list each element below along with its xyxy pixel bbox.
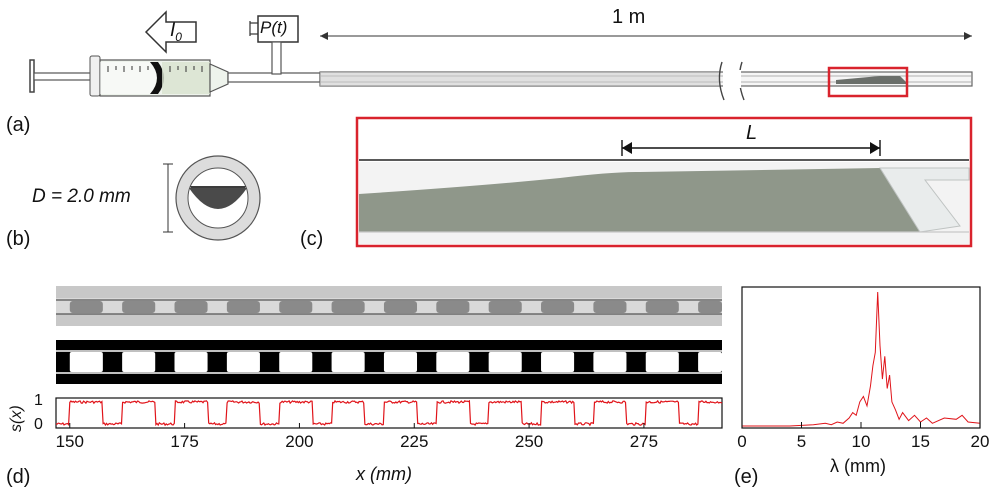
pressure-sensor (249, 15, 299, 75)
binary-plug (645, 352, 679, 372)
signal-x-tick-label: 150 (55, 432, 84, 451)
binary-plug (226, 352, 260, 372)
spectrum-x-tick-label: 20 (970, 432, 990, 451)
binary-plug (279, 352, 313, 372)
photo-plug (383, 301, 418, 313)
signal-ytick-1: 1 (34, 392, 43, 409)
photo-plug (436, 301, 470, 313)
photo-plug (698, 301, 722, 313)
binary-plug (331, 352, 365, 372)
zoom-region-box (827, 66, 909, 98)
flow-arrow-icon (144, 10, 197, 54)
cross-section (163, 155, 261, 241)
spectrum-x-tick-label: 5 (796, 432, 807, 451)
binary-plugs (69, 352, 722, 372)
spectrum-x-tick-label: 10 (851, 432, 871, 451)
panel-label-c: (c) (300, 228, 324, 250)
photo-plug (541, 301, 575, 313)
binary-plug (698, 352, 722, 372)
binary-plug (383, 352, 418, 372)
spectrum-plot (741, 286, 981, 429)
photo-plug (69, 301, 103, 313)
granular-plug (836, 76, 908, 84)
signal-x-tick-label: 200 (285, 432, 314, 451)
signal-ytick-0: 0 (34, 416, 43, 433)
signal-x-tick-label: 225 (400, 432, 429, 451)
binary-plug (488, 352, 522, 372)
pressure-box (257, 15, 299, 43)
pressure-stem (271, 41, 282, 75)
spectrum-x-tick-label: 0 (737, 432, 747, 451)
signal-plot (55, 397, 723, 429)
photo-plug (279, 301, 313, 313)
panel-label-b: (b) (6, 228, 31, 250)
syringe-tip (209, 63, 229, 93)
signal-series-line (55, 399, 723, 427)
syringe-clear-region (100, 62, 156, 94)
panel-label-a: (a) (6, 114, 31, 136)
binary-plug (541, 352, 575, 372)
syringe (29, 55, 321, 97)
signal-ylabel: s(x) (8, 405, 25, 432)
zoom-panel (355, 116, 973, 248)
flow-label-main: I (170, 20, 176, 41)
spectrum-xlabel: λ (mm) (830, 456, 886, 477)
flow-arrow (144, 10, 197, 54)
photo-plugs (69, 301, 722, 313)
binary-strip (56, 340, 722, 384)
spectrum-xlabel-text: λ (mm) (830, 456, 886, 476)
photo-plug (174, 301, 208, 313)
spectrum-x-tick-label: 15 (911, 432, 930, 451)
signal-plot-frame (55, 397, 723, 429)
break-mark-left (718, 61, 725, 101)
syringe-graduations (107, 66, 203, 72)
syringe-piston (150, 62, 164, 94)
binary-plug (436, 352, 470, 372)
photo-plug (488, 301, 522, 313)
binary-plug (122, 352, 156, 372)
plunger-rod (33, 72, 99, 81)
length-label: 1 m (612, 6, 646, 28)
diameter-label: D = 2.0 mm (32, 186, 131, 208)
tube-filled-section (320, 72, 720, 86)
photo-plug (645, 301, 679, 313)
spectrum-plot-frame (741, 286, 981, 429)
photo-plug (593, 301, 627, 313)
photo-plug (331, 301, 365, 313)
syringe-flange (89, 55, 101, 97)
zoom-length-label: L (746, 122, 758, 144)
signal-x-tick-label: 175 (170, 432, 199, 451)
panel-label-d: (d) (6, 466, 31, 488)
long-tube (319, 61, 973, 101)
diameter-text: D = 2.0 mm (32, 186, 131, 207)
panel-label-e: (e) (734, 466, 759, 488)
binary-plug (174, 352, 208, 372)
photo-strip (56, 286, 722, 326)
spectrum-x-ticks (741, 422, 981, 428)
signal-xlabel: x (mm) (356, 464, 412, 484)
flow-label-sub: 0 (175, 29, 182, 44)
binary-plug (593, 352, 627, 372)
length-dimension (320, 32, 972, 40)
signal-x-tick-label: 275 (629, 432, 659, 451)
photo-plug (122, 301, 156, 313)
signal-x-ticks (69, 423, 645, 428)
spectrum-series-line (742, 291, 981, 427)
zoom-granular-bed (359, 168, 920, 232)
pressure-label: P(t) (260, 18, 288, 37)
photo-plug (226, 301, 260, 313)
binary-plug (69, 352, 103, 372)
signal-x-tick-label: 250 (514, 432, 544, 451)
flow-label: I0 (170, 20, 182, 44)
